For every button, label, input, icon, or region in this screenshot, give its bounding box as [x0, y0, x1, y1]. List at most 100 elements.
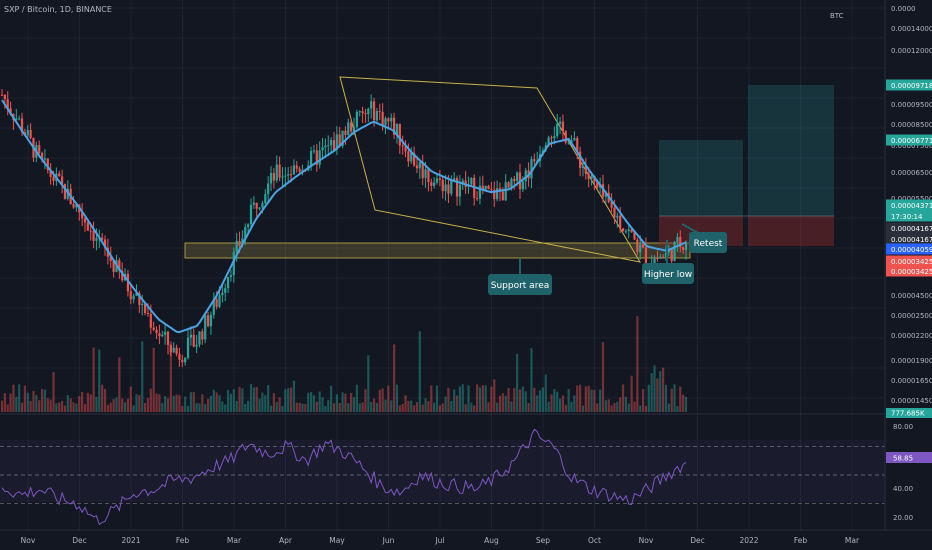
candle-body	[195, 344, 198, 347]
support-zone	[184, 242, 691, 259]
candle-body	[624, 231, 627, 233]
volume-bar	[473, 405, 476, 412]
volume-bar	[507, 387, 510, 412]
price-tags: 0.00009718 0.00006771 0.00004371 17:30:14 0.…	[886, 79, 932, 277]
volume-bar	[112, 399, 115, 412]
candle-body	[407, 151, 410, 162]
volume-bar	[152, 347, 155, 412]
volume-bar	[599, 389, 602, 412]
volume-bar	[550, 394, 553, 412]
candle-body	[324, 145, 327, 148]
volume-bar	[344, 393, 347, 412]
candle-body	[61, 176, 64, 184]
candle-body	[158, 333, 161, 337]
candle-body	[504, 182, 507, 201]
volume-bar	[461, 384, 464, 412]
price-tick-label: 0.00009500	[891, 101, 932, 109]
volume-bar	[413, 405, 416, 412]
volume-bar	[676, 405, 679, 412]
volume-bar	[401, 403, 404, 412]
price-tick-label: 0.00005500	[891, 195, 932, 203]
candle-body	[332, 140, 336, 150]
long-position-target-1	[659, 140, 743, 216]
volume-bar	[350, 392, 353, 412]
candle-body	[579, 151, 582, 168]
volume-bar	[650, 373, 653, 412]
price-tick-label: 0.00014000	[891, 25, 932, 33]
candle-body	[507, 182, 510, 188]
callout-support-area[interactable]: Support area	[488, 258, 552, 295]
volume-bar	[229, 393, 233, 412]
volume-bar	[475, 384, 479, 412]
price-tick-label: 0.0000	[891, 5, 916, 13]
candle-body	[226, 276, 230, 289]
grid-lines	[0, 0, 885, 530]
volume-bar	[567, 389, 570, 412]
volume-bar	[295, 402, 298, 412]
candle-body	[284, 175, 287, 177]
candle-body	[441, 179, 444, 192]
volume-bar	[132, 405, 135, 412]
candle-body	[321, 147, 324, 151]
volume-bar	[518, 389, 522, 412]
volume-bar	[92, 347, 95, 412]
volume-bar	[292, 380, 296, 412]
candle-body	[0, 94, 4, 96]
volume-bar	[315, 401, 318, 412]
candle-body	[86, 222, 89, 231]
volume-bar	[32, 391, 35, 412]
candle-body	[232, 251, 235, 276]
candle-body	[49, 170, 52, 177]
volume-bar	[0, 400, 4, 412]
price-tick-label: 0.00004500	[891, 292, 932, 300]
candle-body	[258, 207, 261, 209]
candle-body	[95, 238, 98, 241]
price-tag: 0.00004167	[886, 233, 932, 245]
volume-bar	[281, 405, 284, 412]
candle-body	[29, 129, 32, 139]
long-position-target-2	[748, 85, 834, 216]
candle-body	[404, 146, 407, 152]
time-tick-label: 2021	[121, 536, 140, 545]
volume-bar	[55, 403, 58, 412]
candle-body	[521, 181, 524, 190]
volume-bar	[61, 400, 64, 412]
candle-body	[427, 169, 430, 183]
volume-bar	[424, 398, 427, 412]
candle-body	[644, 247, 648, 267]
volume-bar	[178, 395, 181, 412]
candle-body	[438, 178, 441, 180]
candle-body	[410, 152, 413, 162]
candle-body	[453, 178, 456, 181]
callout-higher-low[interactable]: Higher low	[642, 240, 694, 284]
ema-line	[1, 99, 687, 334]
candle-body	[684, 243, 688, 250]
candle-body	[112, 260, 115, 272]
volume-bar	[561, 395, 565, 412]
retest-label: Retest	[694, 239, 723, 249]
candle-body	[501, 191, 504, 201]
time-axis[interactable]: Nov Dec 2021 Feb Mar Apr May Jun Jul Aug Sep Oct Nov…	[21, 536, 860, 545]
candle-body	[192, 334, 195, 347]
volume-bar	[538, 390, 542, 412]
volume-bar	[421, 404, 424, 412]
volume-bar	[52, 372, 55, 412]
candle-body	[287, 174, 290, 176]
candle-body	[9, 108, 12, 114]
candle-body	[141, 303, 144, 306]
candle-body	[424, 169, 427, 179]
volume-bar	[312, 395, 316, 412]
volume-bar	[46, 398, 49, 412]
price-axis[interactable]: 0.0000 0.00014000 0.00012000 0.00009500 0.00…	[891, 5, 932, 405]
volume-bar	[392, 344, 396, 412]
volume-bar	[358, 403, 361, 412]
time-tick-label: Nov	[21, 536, 36, 545]
volume-bar	[135, 394, 138, 412]
candle-body	[189, 334, 192, 338]
candle-body	[184, 357, 187, 363]
callout-retest[interactable]: Retest	[681, 223, 727, 253]
candle-body	[390, 117, 393, 122]
candle-body	[627, 229, 630, 232]
higher-low-label: Higher low	[644, 270, 692, 280]
